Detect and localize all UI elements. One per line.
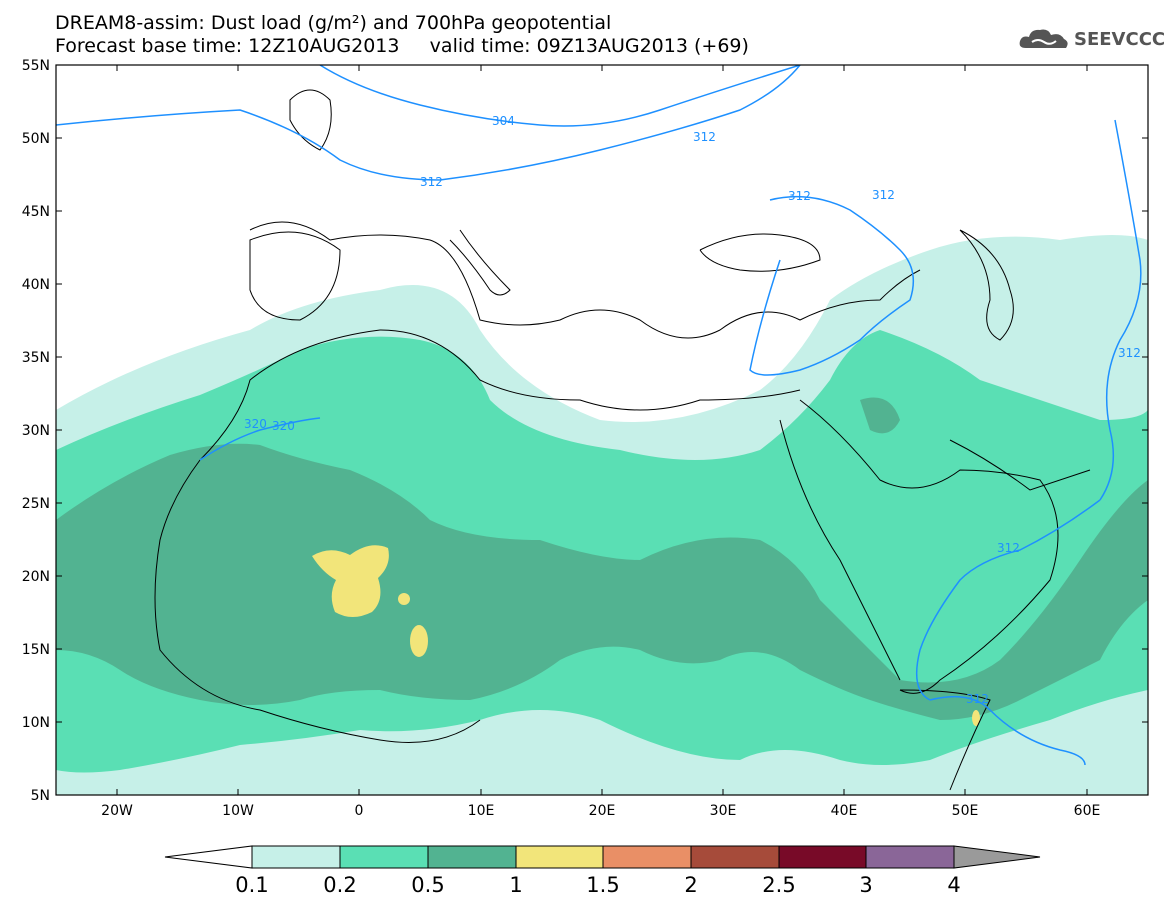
colorbar-label: 2 (684, 873, 697, 897)
lat-tick-label: 40N (22, 277, 50, 293)
coastline-arabia (799, 399, 1059, 694)
dust-band-1.0-spot (972, 710, 980, 726)
contour-label: 312 (997, 541, 1020, 555)
colorbar (164, 845, 1041, 869)
dust-band-0.5 (56, 443, 1148, 720)
lat-tick-label: 20N (22, 569, 50, 585)
lat-tick-label: 30N (22, 423, 50, 439)
colorbar-label: 0.2 (323, 873, 356, 897)
lon-axis (116, 65, 1088, 795)
contour-label: 312 (693, 130, 716, 144)
lon-tick-label: 20W (101, 803, 133, 819)
contour-label: 312 (1118, 346, 1141, 360)
lat-tick-label: 45N (22, 204, 50, 220)
lat-tick-label: 50N (22, 131, 50, 147)
lon-labels: 20W 10W 0 10E 20E 30E 40E 50E 60E (101, 803, 1100, 819)
contour-312-horn (929, 695, 1086, 766)
contour-312-arabia (915, 499, 1101, 701)
dust-band-0.5-levant (860, 397, 900, 434)
coastlines (154, 89, 1091, 791)
contour-304 (319, 65, 801, 127)
colorbar-label: 1.5 (586, 873, 619, 897)
lon-tick-label: 30E (710, 803, 737, 819)
dust-band-1.0-spot (398, 593, 410, 605)
coastline-west-africa (154, 459, 481, 743)
lon-tick-label: 0 (355, 803, 364, 819)
contour-label: 320 (244, 417, 267, 431)
coastline-north-africa (199, 329, 801, 461)
lat-tick-label: 15N (22, 642, 50, 658)
dust-field (56, 235, 1148, 795)
colorbar-swatch (515, 845, 604, 869)
colorbar-label: 3 (859, 873, 872, 897)
coastline-iberia (249, 231, 341, 321)
contour-labels: 304 312 312 312 312 320 320 312 312 312 (244, 114, 1141, 706)
lon-tick-label: 20E (589, 803, 616, 819)
lon-tick-label: 10W (222, 803, 254, 819)
cloud-icon (1019, 29, 1068, 48)
colorbar-label: 4 (947, 873, 960, 897)
dust-band-1.0-spot (410, 625, 428, 657)
colorbar-label: 0.5 (411, 873, 444, 897)
map-title: DREAM8-assim: Dust load (g/m²) and 700hP… (55, 12, 612, 34)
dust-band-1.0 (312, 545, 389, 617)
colorbar-low-arrow (164, 845, 253, 869)
contour-label: 312 (966, 692, 989, 706)
coastline-horn (899, 689, 991, 791)
lat-tick-label: 35N (22, 350, 50, 366)
contour-312-far-east (1099, 119, 1142, 501)
lon-tick-label: 40E (831, 803, 858, 819)
colorbar-swatch (690, 845, 780, 869)
contour-312-north (56, 65, 801, 181)
colorbar-swatch (865, 845, 955, 869)
logo-text: SEEVCCC (1074, 28, 1165, 50)
lon-tick-label: 60E (1074, 803, 1101, 819)
colorbar-swatch (251, 845, 341, 869)
map-subtitle-times: Forecast base time: 12Z10AUG2013 valid t… (55, 35, 749, 57)
contour-320 (199, 417, 321, 461)
lat-tick-label: 55N (22, 58, 50, 74)
contour-312-east (749, 195, 915, 376)
contour-label: 304 (492, 114, 515, 128)
coastline-caspian (959, 229, 1014, 341)
lat-axis (56, 64, 1148, 796)
colorbar-swatch (427, 845, 517, 869)
colorbar-label: 1 (509, 873, 522, 897)
contour-label: 312 (872, 188, 895, 202)
lat-tick-label: 10N (22, 715, 50, 731)
coastline-europe (249, 221, 921, 339)
colorbar-label: 0.1 (235, 873, 268, 897)
colorbar-high-arrow (953, 845, 1041, 869)
lat-tick-label: 25N (22, 496, 50, 512)
seevccc-logo: SEEVCCC (1018, 26, 1165, 52)
geopotential-contours (56, 65, 1142, 766)
contour-label: 312 (788, 189, 811, 203)
contour-label: 320 (272, 419, 295, 433)
coastline-italy (449, 229, 511, 296)
coastline-red-sea (779, 419, 901, 681)
coastline-persian-gulf (949, 439, 1091, 491)
colorbar-swatch (602, 845, 692, 869)
colorbar-label: 2.5 (762, 873, 795, 897)
lat-labels: 55N 50N 45N 40N 35N 30N 25N 20N 15N 10N … (22, 58, 50, 804)
colorbar-swatch (339, 845, 429, 869)
colorbar-swatch (778, 845, 867, 869)
contour-label: 312 (420, 175, 443, 189)
lat-tick-label: 5N (31, 788, 50, 804)
lon-tick-label: 50E (952, 803, 979, 819)
lon-tick-label: 10E (468, 803, 495, 819)
coastline-black-sea (699, 233, 821, 272)
colorbar-labels: 0.1 0.2 0.5 1 1.5 2 2.5 3 4 (235, 873, 960, 897)
